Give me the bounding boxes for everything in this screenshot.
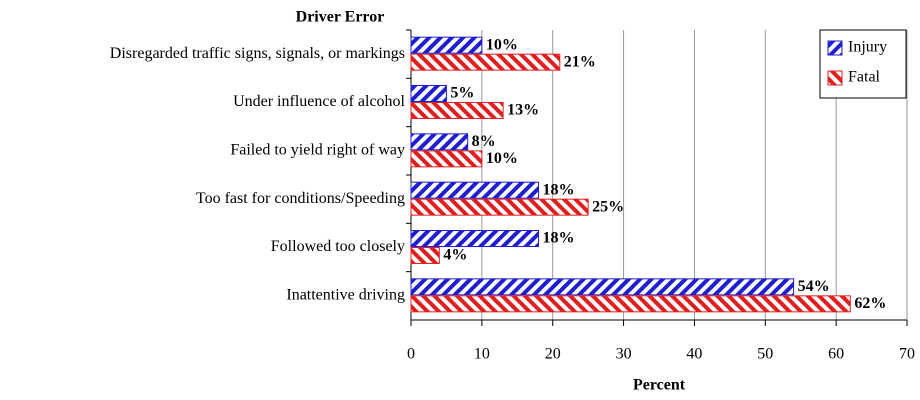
y-tick-label: Disregarded traffic signs, signals, or m…: [110, 45, 405, 62]
value-label: 13%: [507, 102, 539, 119]
value-label: 5%: [450, 85, 474, 102]
x-tick-label: 40: [686, 346, 702, 363]
legend-label: Injury: [848, 39, 887, 56]
bar: [410, 247, 440, 264]
x-tick-label: 60: [828, 346, 844, 363]
value-label: 25%: [592, 198, 624, 215]
x-tick-label: 70: [899, 346, 915, 363]
bar: [410, 278, 795, 296]
y-tick-label: Under influence of alcohol: [233, 93, 405, 110]
bar: [410, 85, 447, 102]
y-tick-label: Inattentive driving: [286, 287, 405, 304]
value-label: 54%: [798, 278, 830, 295]
x-axis-label: Percent: [633, 377, 686, 394]
bar: [410, 198, 589, 216]
legend-label: Fatal: [848, 69, 881, 86]
x-tick-label: 20: [545, 346, 561, 363]
x-tick-label: 50: [757, 346, 773, 363]
x-tick-label: 10: [474, 346, 490, 363]
value-label: 62%: [854, 295, 886, 312]
y-tick-label: Failed to yield right of way: [230, 142, 405, 159]
y-tick-label: Followed too closely: [271, 238, 405, 255]
bar: [410, 133, 469, 151]
x-tick-label: 0: [407, 346, 415, 363]
bar: [410, 150, 483, 168]
chart-title: Driver Error: [296, 9, 385, 26]
y-tick-label: Too fast for conditions/Speeding: [196, 190, 405, 207]
bar: [410, 53, 561, 71]
bar: [410, 102, 504, 119]
value-label: 4%: [443, 247, 467, 264]
value-label: 21%: [564, 53, 596, 70]
value-label: 18%: [543, 181, 575, 198]
value-label: 8%: [472, 133, 496, 150]
value-label: 18%: [543, 230, 575, 247]
x-tick-label: 30: [616, 346, 632, 363]
legend-swatch: [827, 40, 843, 56]
value-label: 10%: [486, 36, 518, 53]
legend-swatch: [827, 70, 843, 86]
bar: [410, 181, 540, 199]
bar: [410, 36, 483, 54]
value-label: 10%: [486, 150, 518, 167]
bar: [410, 295, 851, 313]
bar: [410, 230, 540, 247]
